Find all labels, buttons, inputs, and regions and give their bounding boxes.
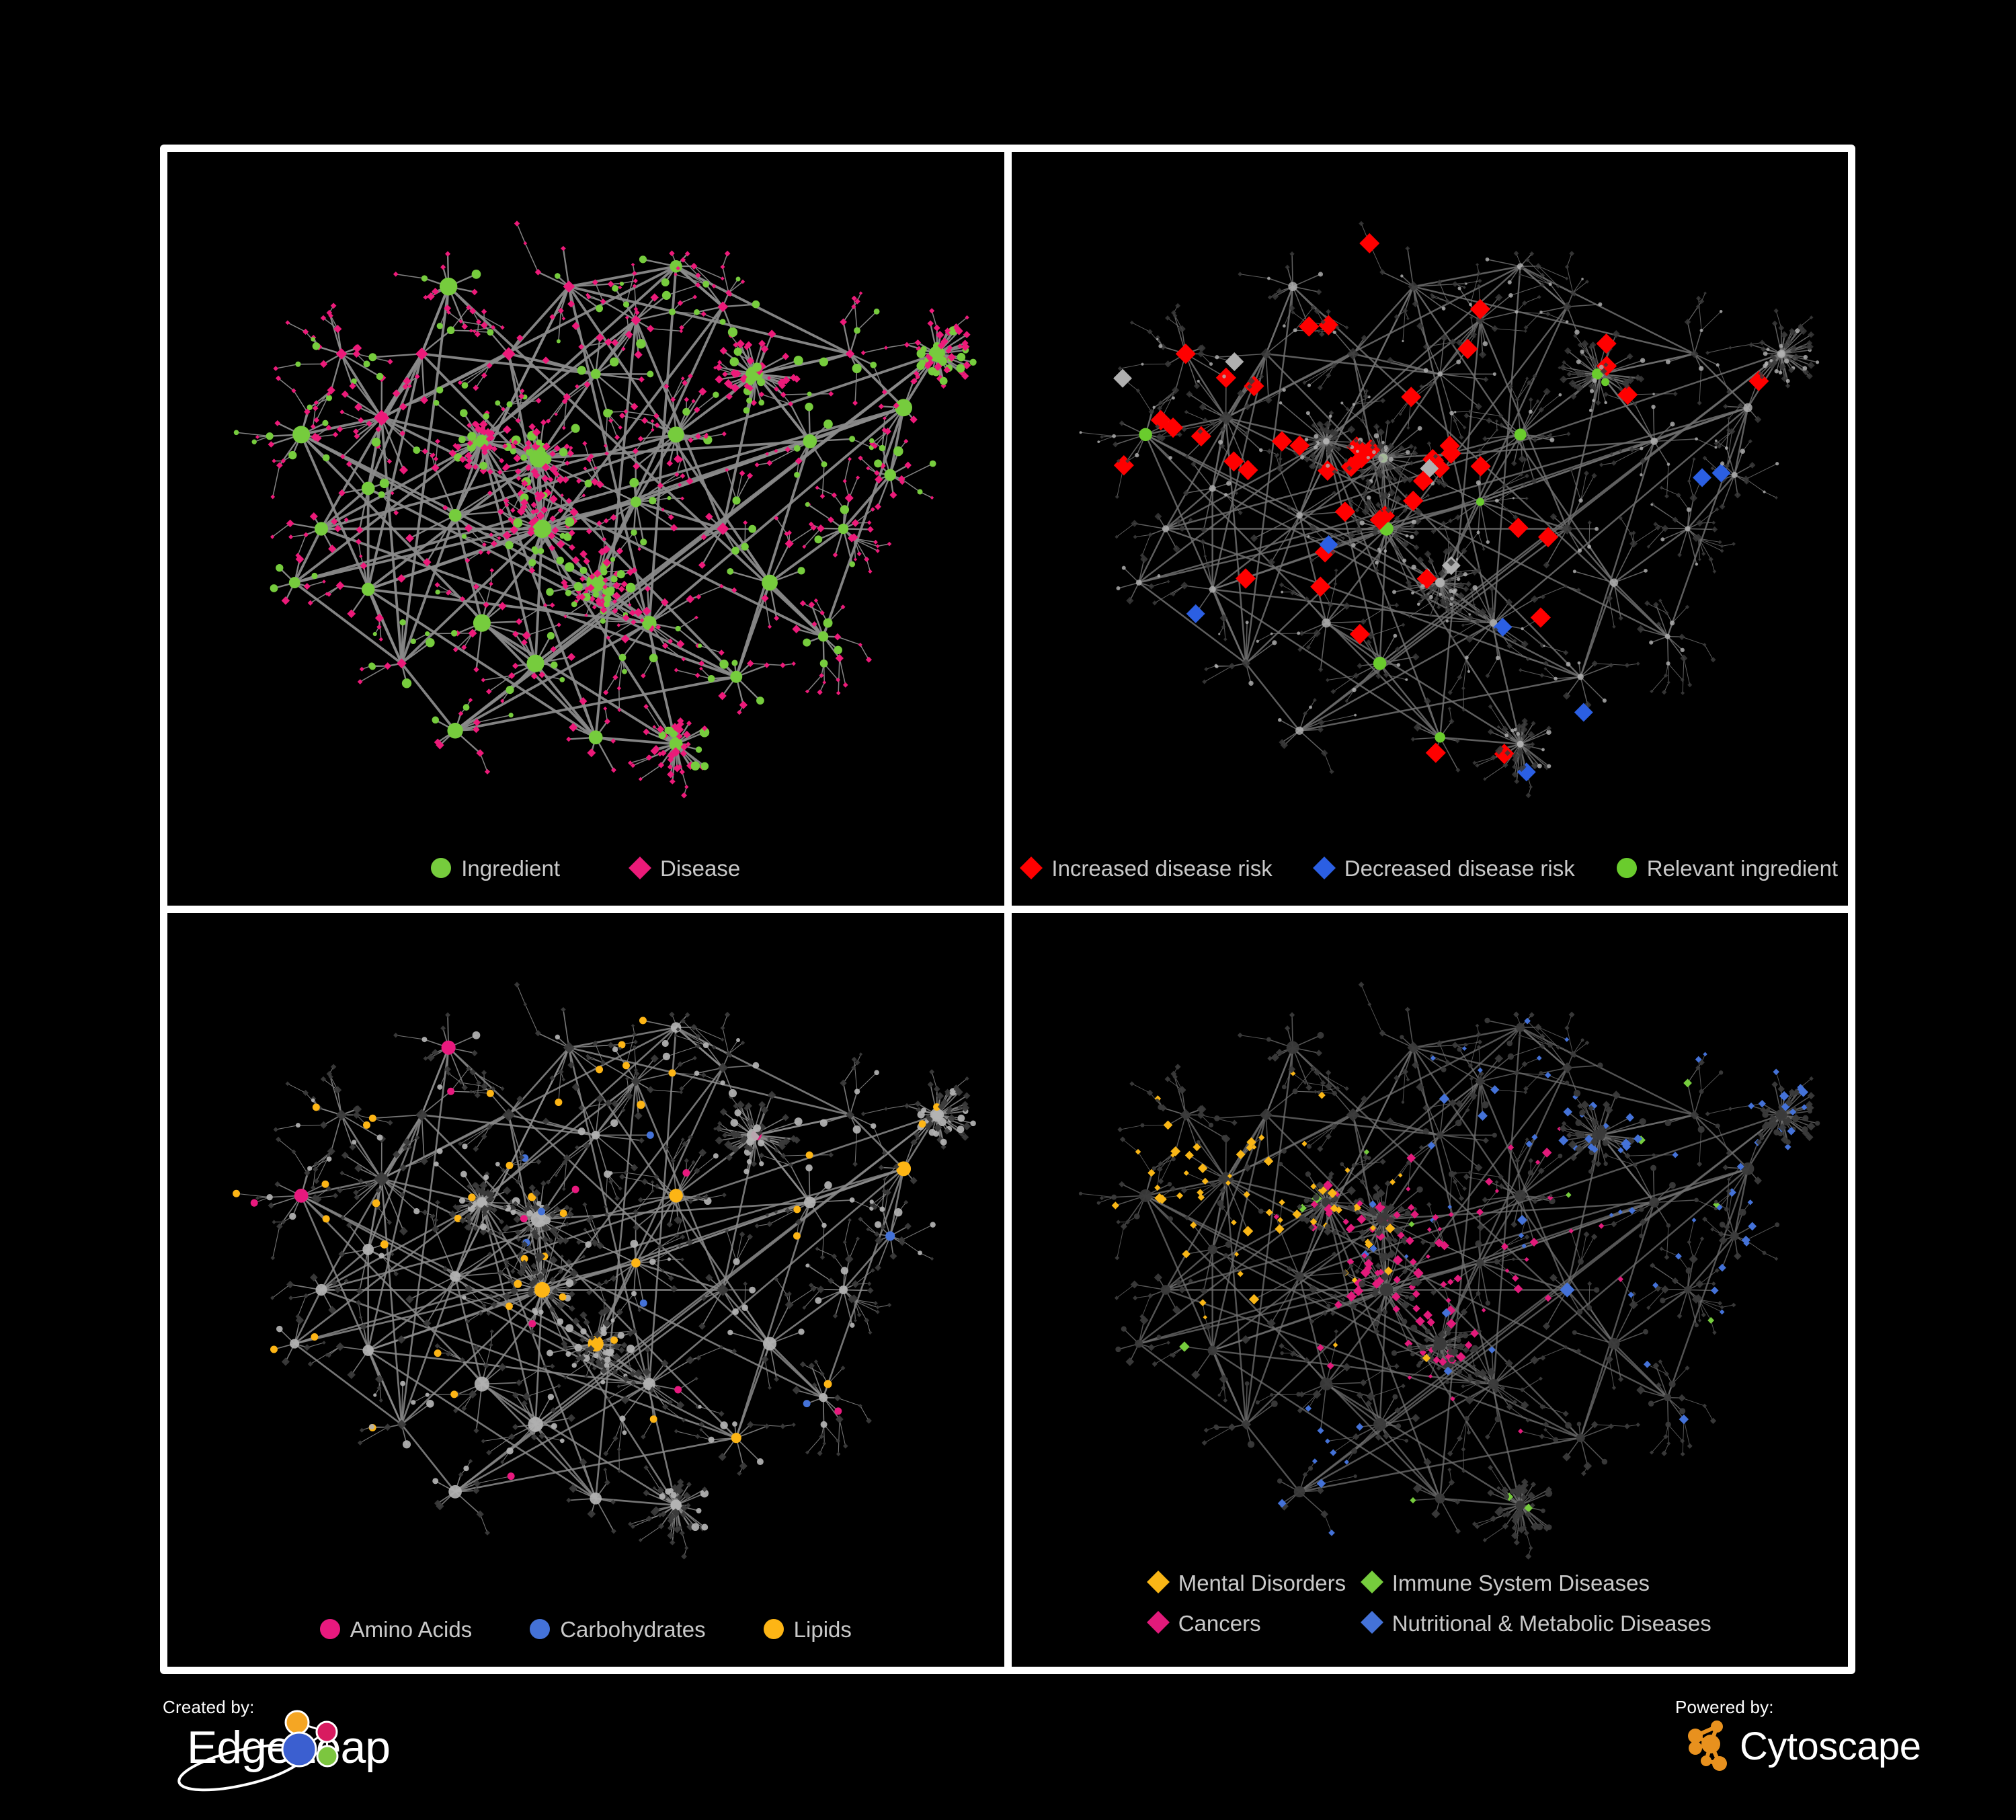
panel-disease-class[interactable]: Mental Disorders Immune System Diseases …: [1011, 913, 1849, 1667]
panel-disease-risk[interactable]: Increased disease risk Decreased disease…: [1011, 152, 1849, 906]
legend-item-lipids: Lipids: [763, 1617, 852, 1642]
legend-disease-class: Mental Disorders Immune System Diseases …: [1012, 1566, 1849, 1667]
panel-ingredient-disease[interactable]: Ingredient Disease: [167, 152, 1004, 906]
panel-ingredient-class[interactable]: Amino Acids Carbohydrates Lipids: [167, 913, 1004, 1667]
legend-item-increased-risk: Increased disease risk: [1020, 856, 1273, 881]
network-graph-disease-risk[interactable]: [1012, 152, 1849, 906]
legend-label: Lipids: [793, 1617, 852, 1642]
network-graph-disease-class[interactable]: [1012, 913, 1849, 1667]
legend-label: Cancers: [1178, 1610, 1261, 1636]
network-graph-ingredient-disease[interactable]: [167, 152, 1004, 906]
legend-label: Carbohydrates: [560, 1617, 706, 1642]
immune-system-diseases-diamond-icon: [1360, 1571, 1383, 1593]
lipids-circle-icon: [763, 1618, 784, 1639]
legend-item-nutritional-metabolic-diseases: Nutritional & Metabolic Diseases: [1360, 1606, 1711, 1638]
legend-label: Relevant ingredient: [1646, 856, 1839, 881]
mental-disorders-diamond-icon: [1146, 1571, 1170, 1593]
legend-ingredient-disease: Ingredient Disease: [167, 856, 1004, 906]
increased-risk-diamond-icon: [1020, 856, 1043, 879]
legend-item-amino-acids: Amino Acids: [319, 1617, 473, 1642]
created-by-kicker: Created by:: [163, 1697, 255, 1717]
legend-item-cancers: Cancers: [1146, 1606, 1362, 1638]
legend-ingredient-class: Amino Acids Carbohydrates Lipids: [167, 1618, 1004, 1667]
legend-item-disease: Disease: [629, 856, 741, 881]
ingredient-circle-icon: [431, 857, 452, 878]
powered-by-cytoscape: Powered by: Cytoscape: [1675, 1697, 2016, 1805]
legend-label: Disease: [660, 856, 741, 881]
legend-label: Immune System Diseases: [1392, 1570, 1650, 1595]
cytoscape-wordmark: Cytoscape: [1740, 1725, 1921, 1768]
amino-acids-circle-icon: [319, 1618, 340, 1639]
cytoscape-logo-icon: [1688, 1720, 1727, 1771]
legend-label: Decreased disease risk: [1344, 856, 1575, 881]
legend-label: Increased disease risk: [1051, 856, 1273, 881]
legend-item-immune-system-diseases: Immune System Diseases: [1360, 1566, 1711, 1598]
panel-grid: Ingredient Disease Increased disease ris…: [160, 145, 1855, 1674]
network-graph-ingredient-class[interactable]: [167, 913, 1004, 1667]
legend-item-relevant-ingredient: Relevant ingredient: [1616, 856, 1839, 881]
legend-disease-risk: Increased disease risk Decreased disease…: [1012, 856, 1849, 906]
legend-item-decreased-risk: Decreased disease risk: [1312, 856, 1575, 881]
legend-label: Mental Disorders: [1178, 1570, 1346, 1595]
cancers-diamond-icon: [1146, 1611, 1170, 1634]
decreased-risk-diamond-icon: [1312, 856, 1336, 879]
legend-item-mental-disorders: Mental Disorders: [1146, 1566, 1362, 1598]
created-by-edgeleap: Created by: EdgeLeap: [163, 1697, 674, 1811]
legend-label: Amino Acids: [350, 1617, 473, 1642]
legend-item-ingredient: Ingredient: [431, 857, 560, 879]
disease-diamond-icon: [629, 856, 651, 879]
powered-by-kicker: Powered by:: [1675, 1697, 1774, 1717]
relevant-ingredient-circle-icon: [1616, 857, 1637, 878]
legend-label: Ingredient: [461, 856, 561, 881]
edgeleap-logo-icon: [177, 1710, 339, 1792]
carbohydrates-circle-icon: [530, 1618, 551, 1639]
legend-item-carbohydrates: Carbohydrates: [530, 1617, 706, 1642]
legend-label: Nutritional & Metabolic Diseases: [1392, 1610, 1711, 1636]
nutritional-metabolic-diseases-diamond-icon: [1360, 1611, 1383, 1634]
